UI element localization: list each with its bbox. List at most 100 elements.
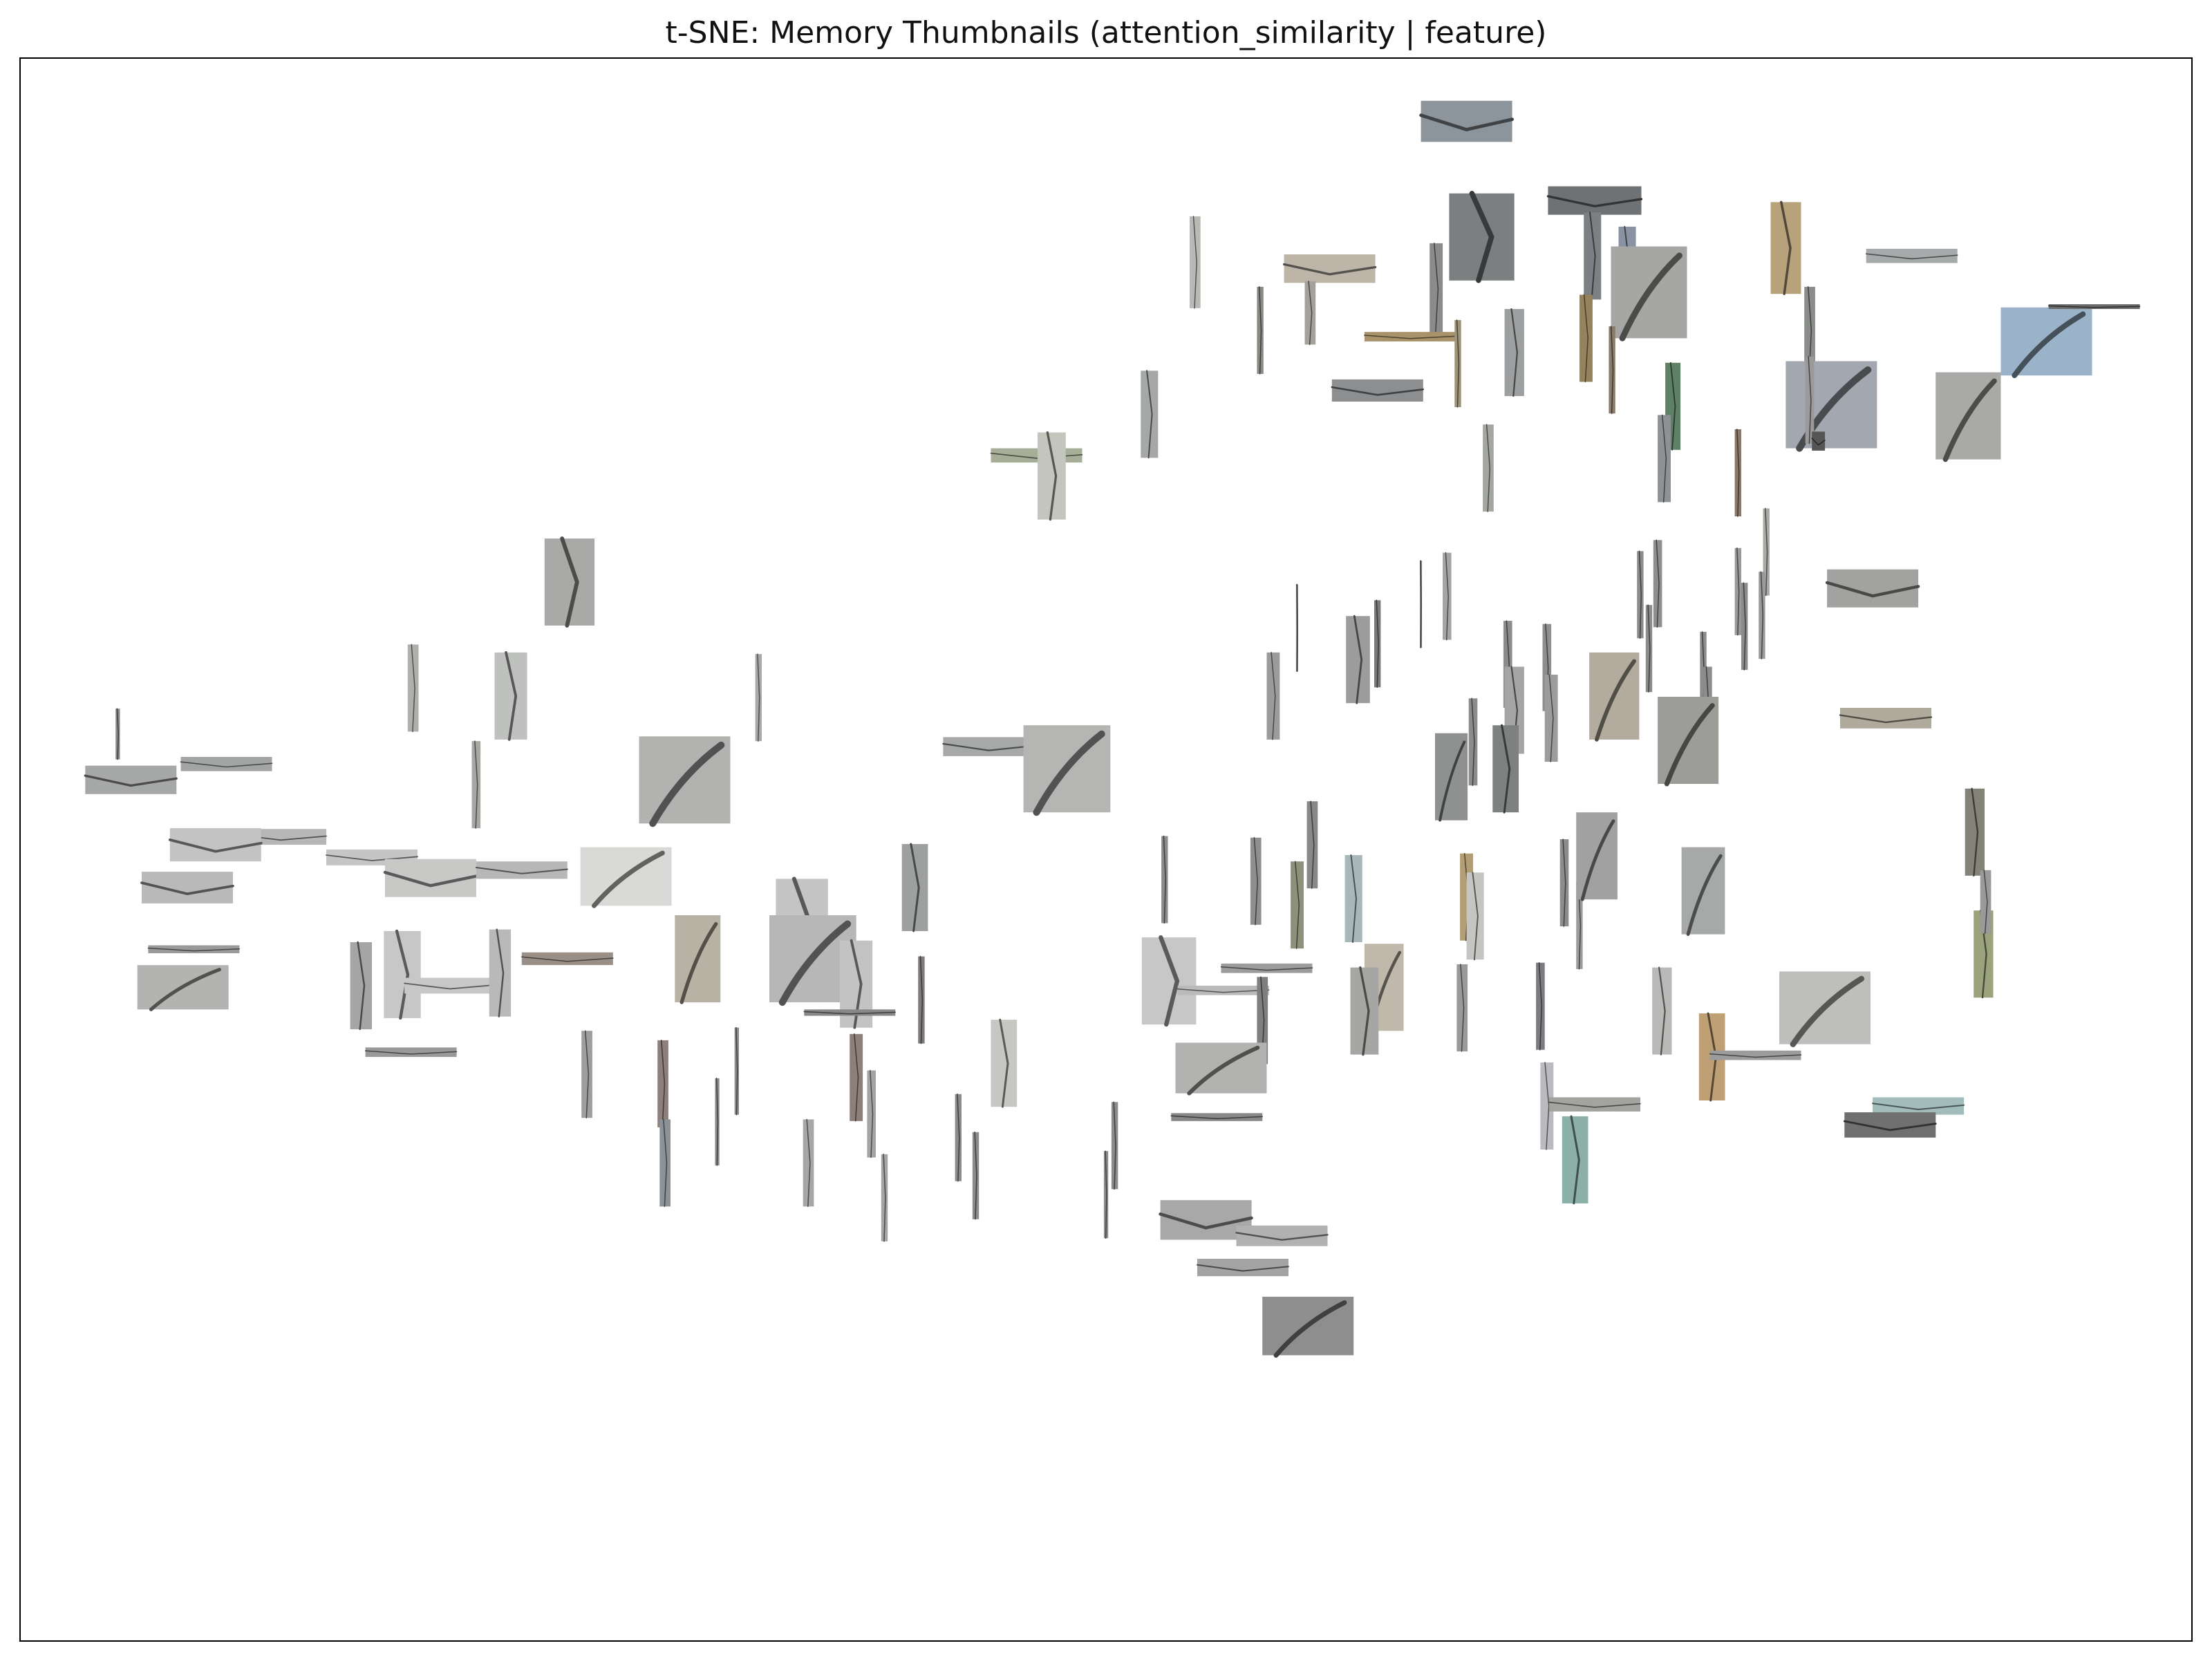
thumbnail-point (1548, 1097, 1641, 1112)
thumbnail-crack (2012, 311, 2086, 379)
thumbnail-image (1658, 415, 1671, 503)
thumbnail-crack (2047, 305, 2141, 308)
thumbnail-image (1374, 600, 1381, 688)
thumbnail-crack (910, 843, 920, 932)
thumbnail-point (1103, 1150, 1109, 1239)
thumbnail-point (1435, 733, 1468, 822)
thumbnail-crack (149, 968, 221, 1011)
thumbnail-crack (1170, 1115, 1263, 1120)
thumbnail-point (1741, 582, 1748, 671)
thumbnail-point (1420, 560, 1423, 648)
thumbnail-crack (1583, 294, 1588, 383)
thumbnail-image (365, 1047, 457, 1057)
thumbnail-image (1430, 243, 1443, 335)
thumbnail-point (1364, 332, 1456, 341)
thumbnail-crack (1610, 326, 1614, 414)
thumbnail-image (180, 757, 272, 771)
thumbnail-image (1304, 281, 1316, 345)
thumbnail-point (1266, 652, 1280, 740)
thumbnail-point (1865, 248, 1958, 263)
thumbnail-crack (1971, 787, 1979, 877)
thumbnail-point (1468, 697, 1478, 787)
thumbnail-image (1177, 985, 1269, 995)
thumbnail-crack (974, 1132, 977, 1220)
thumbnail-point (475, 861, 568, 879)
thumbnail-crack (870, 1069, 874, 1159)
thumbnail-image (1540, 1062, 1554, 1150)
thumbnail-crack (383, 870, 478, 888)
thumbnail-point (1734, 429, 1741, 517)
thumbnail-crack (1485, 424, 1491, 512)
thumbnail-crack (1544, 1062, 1550, 1150)
thumbnail-image (1559, 839, 1569, 927)
thumbnail-crack (1258, 286, 1262, 375)
thumbnail-crack (326, 854, 418, 861)
thumbnail-crack (942, 742, 1035, 751)
thumbnail-point (1540, 1062, 1554, 1150)
thumbnail-point (1645, 604, 1653, 693)
thumbnail-point (1546, 186, 1643, 215)
thumbnail-image (2048, 304, 2140, 309)
thumbnail-image (1734, 429, 1741, 516)
thumbnail-image (1576, 881, 1583, 969)
thumbnail-point (918, 955, 925, 1044)
thumbnail-image (881, 1154, 888, 1241)
thumbnail-crack (1113, 1101, 1116, 1190)
thumbnail-image (1609, 326, 1615, 414)
thumbnail-point (1190, 216, 1201, 309)
thumbnail-image (1266, 652, 1280, 740)
thumbnail-point (1770, 200, 1801, 295)
thumbnail-point (384, 929, 421, 1020)
thumbnail-point (1443, 552, 1452, 641)
thumbnail-crack (357, 941, 366, 1031)
thumbnail-point (580, 847, 672, 908)
thumbnail-image (1221, 963, 1313, 973)
thumbnail-image (1804, 286, 1815, 374)
thumbnail-point (734, 1027, 739, 1116)
thumbnail-crack (1811, 438, 1826, 446)
thumbnail-point (1170, 1113, 1263, 1121)
thumbnail-crack (1220, 966, 1313, 971)
thumbnail-point (1374, 599, 1381, 688)
thumbnail-crack (404, 982, 496, 990)
thumbnail-point (544, 536, 595, 628)
thumbnail-point (1825, 569, 1920, 608)
thumbnail-point (1141, 935, 1197, 1027)
thumbnail-crack (1310, 800, 1315, 889)
thumbnail-crack (1177, 988, 1270, 993)
thumbnail-crack (1105, 1150, 1107, 1239)
thumbnail-crack (1686, 854, 1723, 936)
thumbnail-crack (1197, 1264, 1289, 1272)
thumbnail-point (867, 1069, 876, 1159)
thumbnail-point (1658, 697, 1719, 787)
thumbnail-crack (1619, 252, 1683, 341)
thumbnail-point (1805, 355, 1815, 444)
thumbnail-crack (649, 741, 725, 827)
thumbnail-crack (1647, 604, 1651, 693)
thumbnail-point (1456, 964, 1468, 1052)
thumbnail-point (1220, 963, 1313, 973)
thumbnail-point (991, 1018, 1018, 1108)
thumbnail-image (1257, 977, 1268, 1065)
thumbnail-point (1466, 872, 1484, 961)
thumbnail-point (901, 843, 928, 932)
thumbnail-point (955, 1094, 962, 1182)
thumbnail-point (1559, 838, 1569, 927)
thumbnail-crack (1271, 652, 1276, 740)
thumbnail-point (1175, 1042, 1267, 1096)
thumbnail-point (1637, 550, 1644, 639)
thumbnail-crack (1376, 599, 1379, 688)
thumbnail-image (972, 1132, 980, 1219)
thumbnail-crack (1669, 362, 1676, 451)
thumbnail-point (1576, 812, 1618, 901)
thumbnail-point (942, 737, 1035, 756)
thumbnail-point (1346, 615, 1370, 704)
thumbnail-crack (1872, 1103, 1965, 1111)
thumbnail-point (2047, 304, 2141, 309)
thumbnail-image (1709, 1050, 1801, 1060)
thumbnail-image (1468, 698, 1478, 786)
thumbnail-crack (1364, 335, 1456, 339)
thumbnail-crack (560, 536, 579, 628)
thumbnail-layer (84, 100, 2141, 1358)
thumbnail-crack (1331, 386, 1424, 396)
